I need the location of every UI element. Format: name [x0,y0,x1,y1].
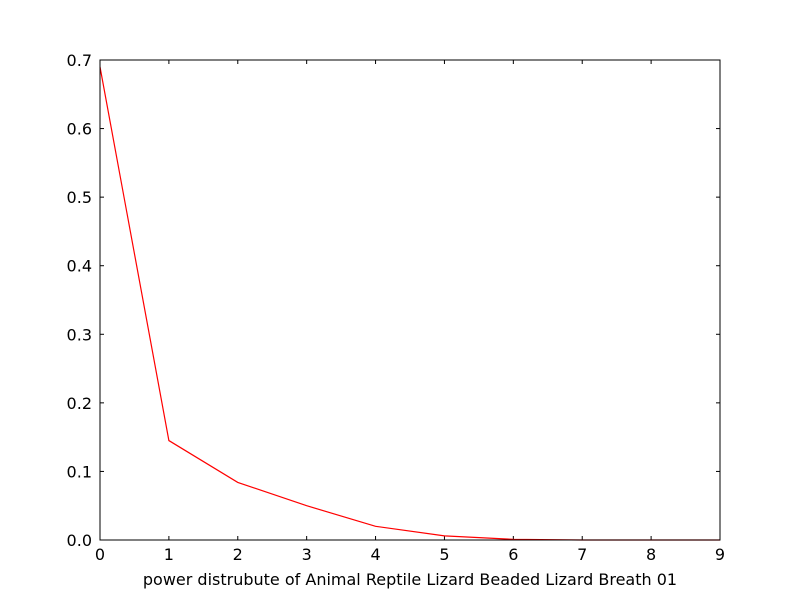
x-tick-label: 4 [370,545,380,564]
x-tick-label: 2 [233,545,243,564]
x-tick-label: 7 [577,545,587,564]
y-tick-label: 0.0 [67,531,92,550]
y-tick-label: 0.3 [67,325,92,344]
x-tick-label: 1 [164,545,174,564]
series-layer [99,66,720,541]
x-axis-label: power distrubute of Animal Reptile Lizar… [143,570,677,589]
y-tick-label: 0.6 [67,120,92,139]
x-tick-label: 3 [302,545,312,564]
y-tick-label: 0.5 [67,188,92,207]
x-tick-label: 9 [715,545,725,564]
y-tick-label: 0.2 [67,394,92,413]
y-tick-label: 0.4 [67,257,92,276]
x-tick-label: 6 [508,545,518,564]
plot-frame [99,59,721,541]
y-tick-label: 0.7 [67,51,92,70]
y-tick-label: 0.1 [67,462,92,481]
y-axis-ticks: 0.0 0.1 0.2 0.3 0.4 0.5 0.6 0.7 [67,51,720,550]
x-tick-label: 8 [646,545,656,564]
x-tick-label: 0 [95,545,105,564]
x-axis-ticks: 0 1 2 3 4 5 6 7 8 9 [95,60,725,564]
series-line-0 [99,66,720,541]
x-tick-label: 5 [439,545,449,564]
